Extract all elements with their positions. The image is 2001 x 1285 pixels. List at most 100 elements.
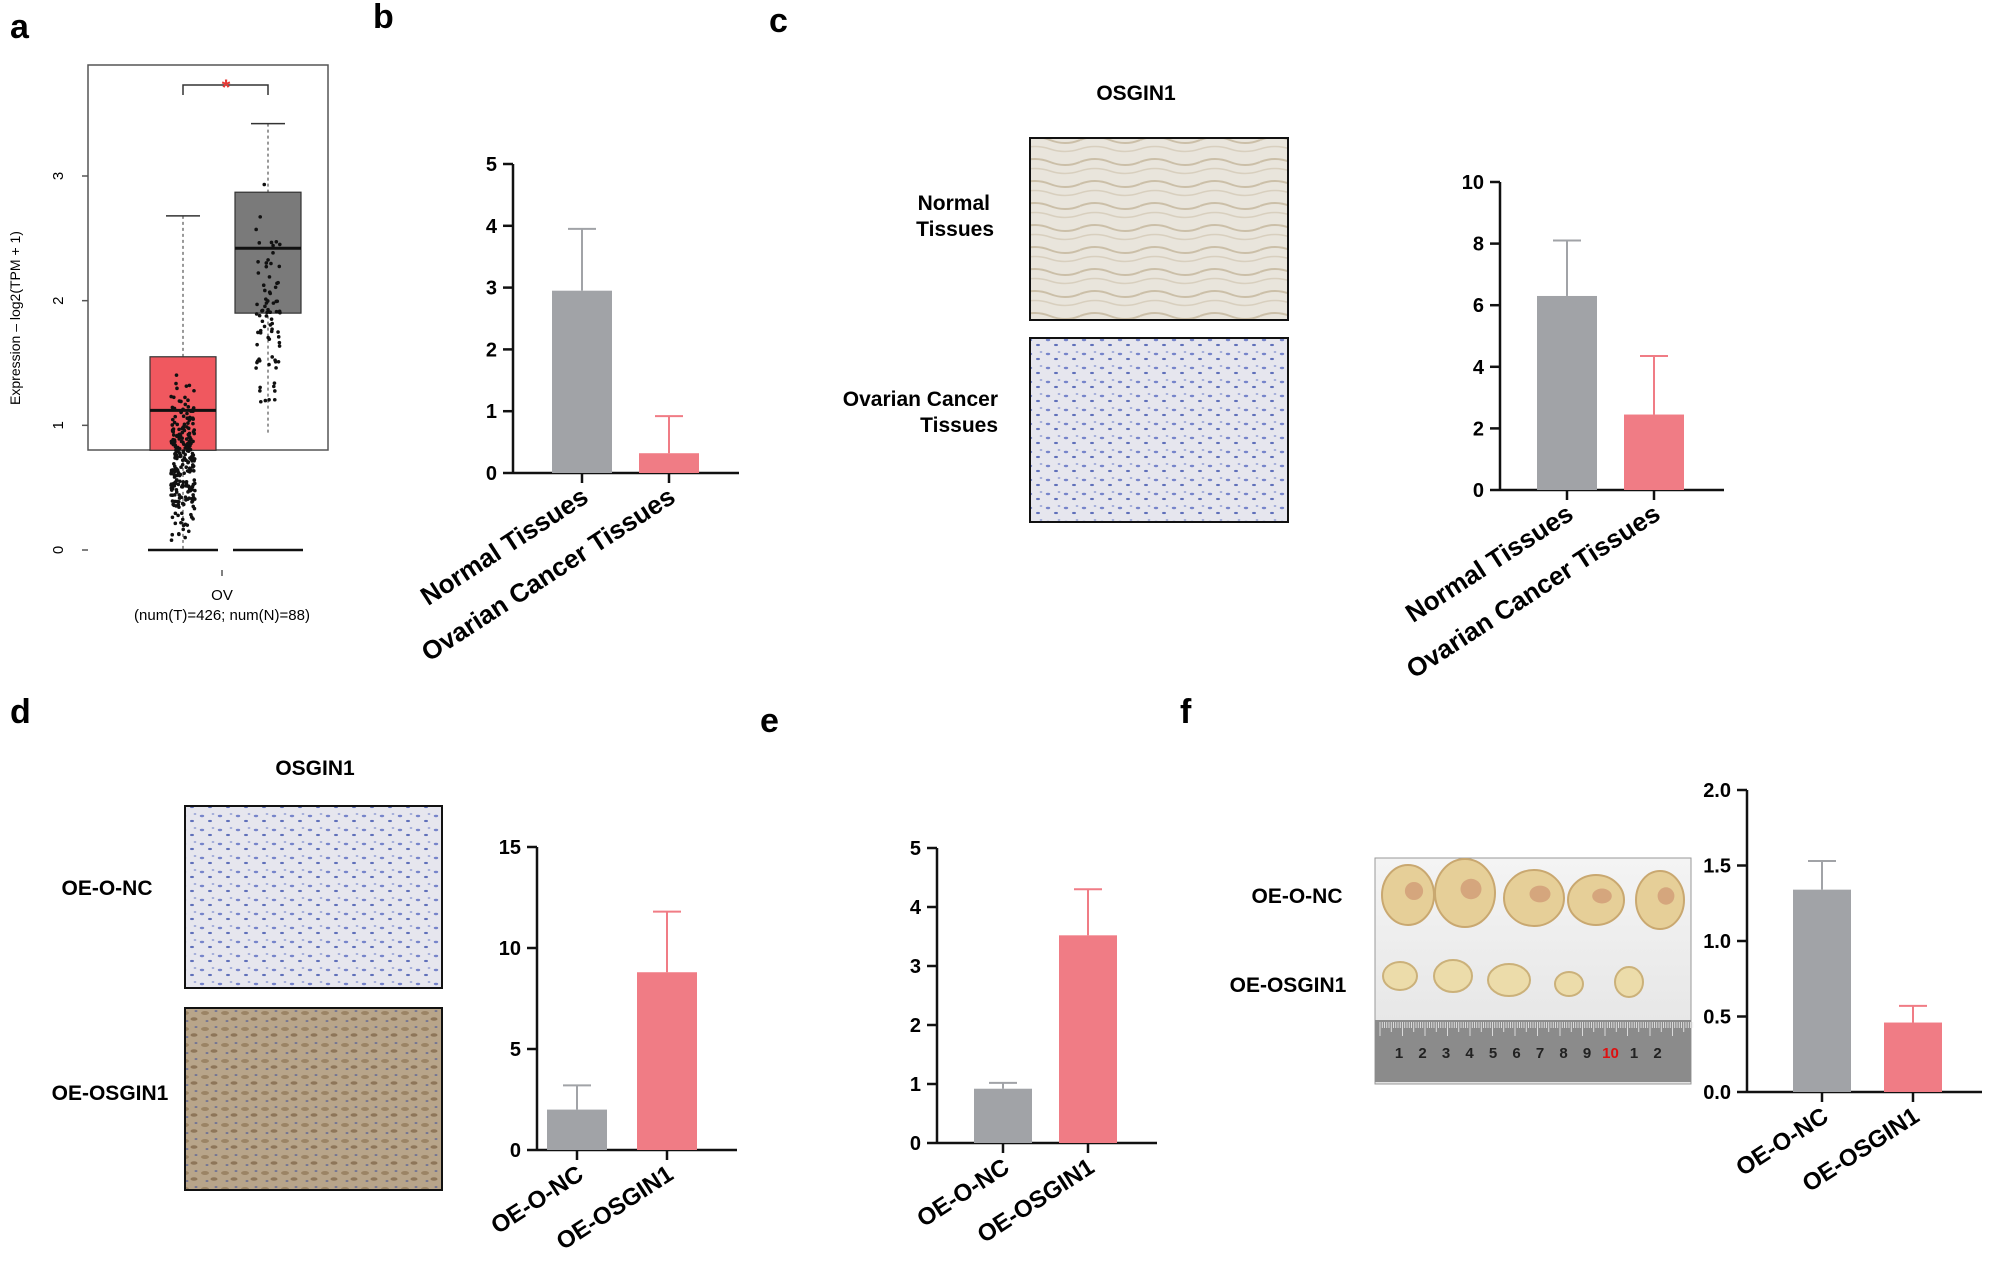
- y-tick-label: 0: [50, 546, 67, 554]
- data-point: [187, 439, 192, 444]
- data-point: [187, 485, 192, 490]
- data-point: [180, 430, 185, 435]
- data-point: [169, 470, 174, 475]
- data-point: [182, 471, 186, 476]
- y-tick-label: 3: [486, 278, 497, 300]
- micrograph-c-cancer: [1029, 337, 1289, 523]
- bar-oe-o-nc: [1793, 889, 1851, 1092]
- y-tick-label: 3: [50, 172, 67, 180]
- data-point: [169, 486, 174, 490]
- data-point: [177, 532, 181, 537]
- tumor-osgin1: [1614, 966, 1644, 998]
- data-point: [262, 324, 267, 329]
- data-point: [175, 422, 180, 427]
- data-point: [173, 521, 178, 526]
- data-point: [266, 258, 270, 262]
- data-point: [187, 447, 192, 452]
- panel-letter-a: a: [10, 8, 30, 46]
- data-point: [275, 299, 280, 304]
- data-point: [188, 488, 193, 493]
- ruler-number: 5: [1489, 1045, 1497, 1062]
- box-normal: [234, 191, 302, 314]
- data-point: [272, 397, 277, 402]
- data-point: [184, 498, 188, 502]
- data-point: [178, 479, 182, 484]
- data-point: [191, 456, 196, 461]
- data-point: [261, 283, 266, 288]
- data-point: [184, 425, 189, 429]
- bar-oe-osgin1: [1059, 935, 1117, 1143]
- data-point: [274, 366, 278, 370]
- data-point: [187, 496, 191, 500]
- data-point: [257, 359, 262, 363]
- data-point: [174, 504, 178, 508]
- y-tick-label: 0: [1473, 480, 1484, 502]
- data-point: [273, 285, 278, 290]
- data-point: [181, 425, 186, 430]
- y-tick-label: 0.0: [1703, 1082, 1731, 1104]
- ruler-number: 9: [1583, 1045, 1591, 1062]
- data-point: [174, 373, 179, 377]
- boxplot-xlabel: OV: [211, 587, 233, 604]
- data-point: [187, 435, 191, 439]
- data-point: [171, 433, 176, 437]
- data-point: [186, 421, 190, 425]
- data-point: [169, 482, 174, 486]
- data-point: [267, 397, 271, 402]
- data-point: [173, 511, 178, 516]
- data-point: [192, 506, 197, 511]
- data-point: [175, 469, 180, 473]
- data-point: [256, 330, 260, 335]
- y-tick-label: 2.0: [1703, 780, 1731, 802]
- panel-letter-f: f: [1180, 693, 1192, 731]
- data-point: [180, 436, 184, 441]
- tumor-vessel: [1657, 887, 1675, 905]
- data-point: [274, 309, 279, 314]
- ruler-number: 4: [1465, 1045, 1474, 1062]
- data-point: [271, 301, 276, 305]
- y-tick-label: 1: [910, 1074, 921, 1096]
- data-point: [176, 513, 180, 518]
- data-point: [263, 288, 267, 293]
- data-point: [255, 342, 259, 347]
- significance-star: *: [222, 75, 231, 100]
- data-point: [273, 389, 277, 393]
- bar-oe-osgin1: [637, 972, 697, 1150]
- y-tick-label: 6: [1473, 295, 1484, 317]
- data-point: [273, 358, 277, 362]
- panel-d-image-title: OSGIN1: [275, 757, 355, 780]
- data-point: [174, 381, 178, 386]
- micrograph-d-nc: [184, 805, 443, 989]
- data-point: [266, 307, 270, 312]
- ruler-number: 1: [1395, 1045, 1403, 1062]
- data-point: [258, 328, 263, 333]
- data-point: [191, 416, 195, 421]
- data-point: [181, 527, 186, 532]
- data-point: [185, 411, 189, 416]
- y-tick-label: 2: [50, 296, 67, 304]
- y-tick-label: 4: [1473, 357, 1485, 379]
- ruler: [1375, 1020, 1691, 1082]
- data-point: [268, 310, 273, 315]
- data-point: [179, 520, 183, 525]
- data-point: [174, 481, 178, 486]
- bar-normal-tissues: [1537, 295, 1597, 490]
- data-point: [181, 480, 186, 484]
- data-point: [269, 261, 273, 266]
- data-point: [189, 512, 193, 517]
- y-tick-label: 2: [1473, 418, 1484, 440]
- data-point: [189, 468, 193, 473]
- y-tick-label: 2: [910, 1015, 921, 1037]
- data-point: [172, 420, 177, 425]
- data-point: [183, 458, 188, 462]
- data-point: [257, 313, 262, 318]
- data-point: [276, 359, 281, 364]
- data-point: [258, 385, 262, 390]
- data-point: [190, 451, 195, 456]
- data-point: [262, 182, 267, 187]
- data-point: [256, 259, 260, 264]
- tumor-osgin1: [1554, 971, 1584, 997]
- data-point: [177, 427, 181, 432]
- data-point: [175, 434, 179, 438]
